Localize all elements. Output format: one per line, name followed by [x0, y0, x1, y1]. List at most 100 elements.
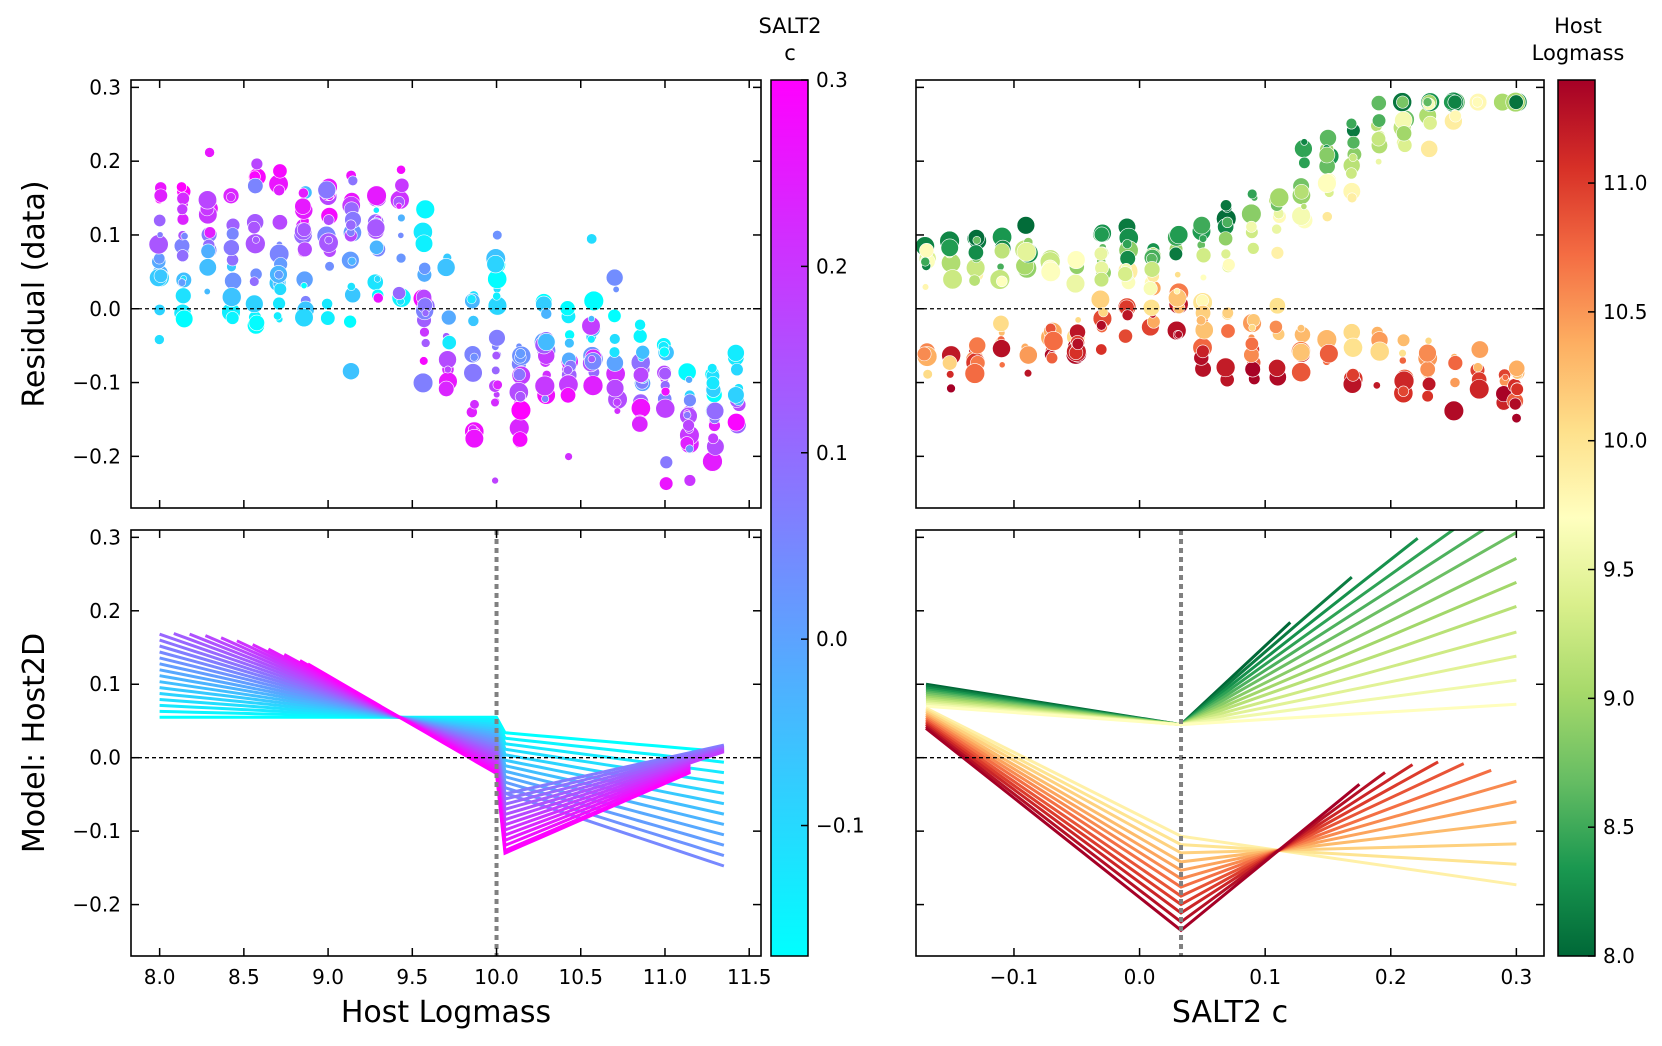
- axes-frame: [130, 79, 762, 509]
- data-point: [1173, 287, 1181, 295]
- data-point: [510, 400, 532, 421]
- data-point: [605, 268, 624, 287]
- data-point: [992, 339, 1011, 358]
- x-tick-label: 0.3: [1500, 965, 1532, 989]
- data-point: [1196, 344, 1210, 359]
- colorbar-salt2c: SALT2 c −0.1 0.0 0.1 0.2 0.3: [758, 14, 865, 957]
- data-point: [967, 244, 984, 261]
- data-point: [247, 177, 264, 194]
- data-point: [1074, 316, 1082, 324]
- data-point: [1271, 223, 1282, 235]
- data-point: [1195, 315, 1207, 326]
- data-point: [1345, 117, 1358, 130]
- data-point: [1472, 362, 1483, 373]
- data-point: [1418, 343, 1437, 363]
- data-point: [583, 290, 604, 312]
- data-point: [438, 380, 455, 397]
- data-point: [492, 230, 503, 241]
- data-point: [1221, 216, 1233, 228]
- data-point: [294, 197, 312, 215]
- data-point: [1247, 242, 1260, 255]
- data-point: [541, 394, 550, 403]
- data-point: [153, 268, 168, 283]
- model-lines: [925, 530, 1518, 933]
- data-point: [177, 278, 187, 287]
- colorbar-salt2c-ticks: −0.1 0.0 0.1 0.2 0.3: [801, 68, 865, 838]
- y-tick-label: −0.1: [72, 819, 121, 843]
- data-point: [1469, 379, 1490, 400]
- data-point: [940, 238, 959, 257]
- data-point: [1420, 139, 1439, 158]
- data-point: [1319, 344, 1339, 364]
- data-point: [683, 474, 697, 487]
- model-line: [189, 632, 725, 817]
- data-point: [1293, 184, 1310, 200]
- data-point: [1449, 109, 1462, 123]
- data-point: [631, 415, 649, 433]
- data-point: [537, 333, 556, 352]
- data-point: [419, 356, 429, 366]
- data-point: [1090, 289, 1110, 310]
- x-tick-label: 10.0: [474, 965, 519, 989]
- data-point: [180, 232, 189, 241]
- colorbar-tick-label: 0.2: [816, 254, 848, 278]
- data-point: [658, 366, 672, 381]
- data-point: [1221, 306, 1234, 319]
- data-point: [919, 243, 935, 259]
- data-point: [1174, 271, 1182, 279]
- data-point: [1447, 94, 1463, 110]
- colorbar-tick-label: 0.1: [816, 441, 848, 465]
- data-point: [175, 287, 192, 304]
- ylabel-model: Model: Host2D: [17, 633, 52, 853]
- data-point: [486, 255, 505, 274]
- data-point: [1422, 97, 1433, 107]
- model-line: [925, 719, 1465, 898]
- data-point: [1422, 115, 1438, 131]
- data-point: [1018, 345, 1038, 365]
- model-line: [925, 714, 1517, 872]
- data-point: [272, 296, 286, 311]
- data-point: [343, 314, 357, 329]
- data-point: [587, 335, 596, 344]
- data-point: [658, 346, 670, 358]
- colorbar-logmass-gradient: [1557, 79, 1596, 957]
- colorbar-salt2c-gradient: [770, 79, 809, 957]
- data-point: [1218, 231, 1234, 247]
- data-point: [1143, 281, 1158, 296]
- data-point: [946, 370, 955, 379]
- data-point: [1291, 362, 1312, 383]
- data-point: [1143, 261, 1161, 278]
- x-tick-label: 0.1: [1249, 965, 1281, 989]
- data-point: [419, 326, 430, 338]
- colorbar-tick-label: 0.3: [816, 68, 848, 92]
- data-point: [323, 214, 335, 226]
- data-point: [467, 315, 480, 327]
- data-point: [1269, 319, 1283, 334]
- data-point: [396, 164, 406, 175]
- model-line: [925, 721, 1439, 907]
- data-point: [176, 213, 190, 226]
- data-point: [730, 362, 744, 377]
- data-point: [1291, 206, 1311, 226]
- data-point: [153, 214, 167, 227]
- x-tick-label: 9.0: [312, 965, 344, 989]
- data-point: [296, 222, 312, 237]
- data-point: [1346, 192, 1358, 204]
- data-point: [1501, 373, 1509, 381]
- data-point: [1248, 323, 1257, 332]
- data-point: [297, 241, 313, 258]
- data-point: [920, 256, 931, 267]
- data-point: [1397, 385, 1410, 397]
- model-line: [925, 702, 1517, 727]
- data-point: [1023, 369, 1033, 378]
- data-point: [469, 399, 480, 410]
- data-point: [1245, 220, 1258, 233]
- data-point: [463, 363, 483, 383]
- data-point: [1117, 266, 1133, 282]
- data-point: [420, 338, 431, 348]
- data-point: [156, 231, 164, 239]
- colorbar-logmass: Host Logmass 8.0 8.5 9.0 9.5 10.0 10.5 11.0: [1532, 14, 1648, 968]
- data-point: [436, 258, 456, 277]
- model-line: [236, 639, 691, 833]
- colorbar-salt2c-title-2: c: [784, 41, 796, 65]
